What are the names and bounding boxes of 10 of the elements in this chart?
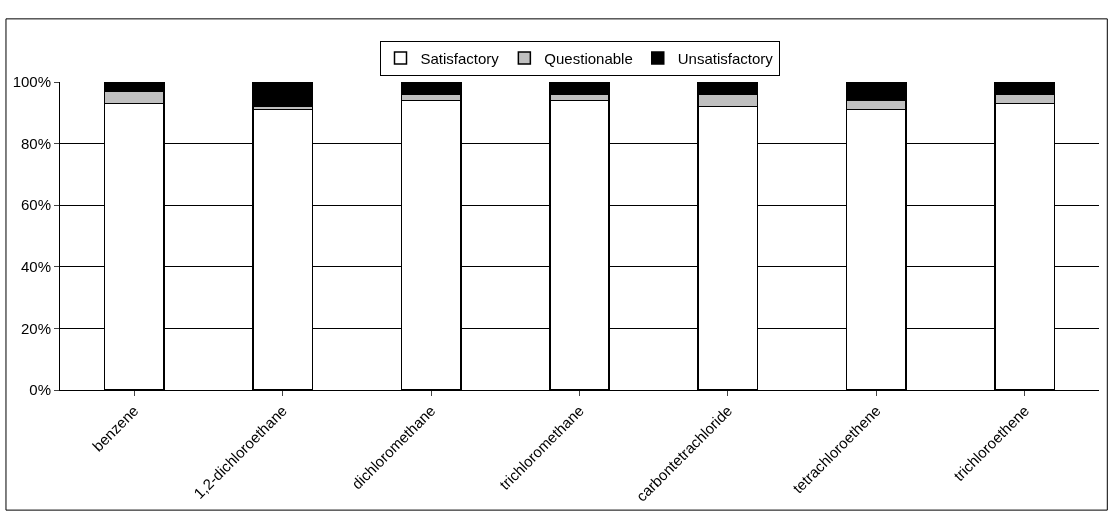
bar bbox=[252, 82, 314, 108]
legend-label: Unsatisfactory bbox=[677, 49, 774, 67]
y-tick-label: 20% bbox=[20, 319, 51, 337]
y-tick-label: 80% bbox=[20, 134, 51, 152]
legend-label: Questionable bbox=[544, 49, 633, 67]
y-tick-label: 100% bbox=[12, 73, 51, 91]
y-tick-label: 60% bbox=[20, 196, 51, 214]
y-tick-label: 0% bbox=[29, 381, 51, 399]
y-tick-label: 40% bbox=[20, 258, 51, 276]
legend-label: Satisfactory bbox=[420, 49, 500, 67]
